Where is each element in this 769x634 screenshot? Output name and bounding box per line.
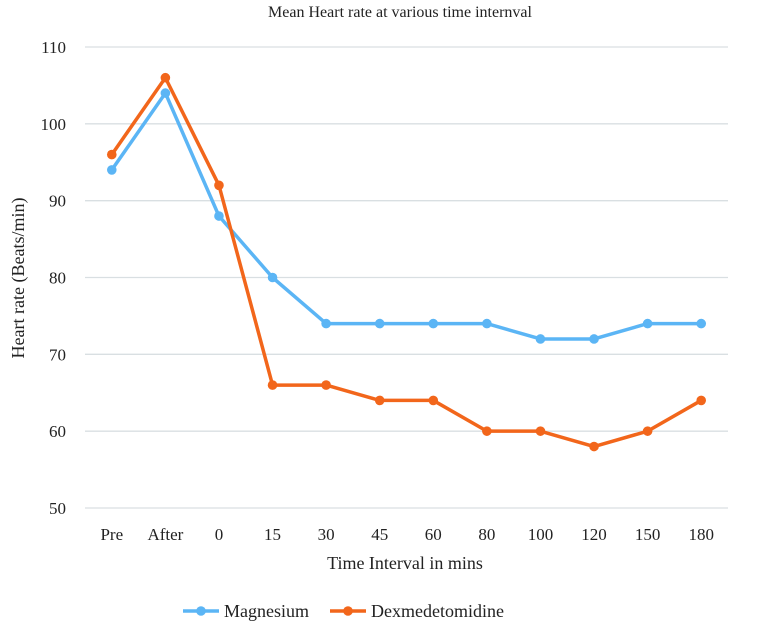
data-point bbox=[696, 318, 707, 329]
data-point bbox=[321, 318, 331, 329]
legend-marker bbox=[196, 606, 206, 616]
y-tick-label: 60 bbox=[49, 422, 66, 441]
x-tick-label: 0 bbox=[215, 525, 224, 544]
data-point bbox=[482, 426, 492, 436]
legend-label: Magnesium bbox=[224, 601, 309, 621]
x-tick-label: 15 bbox=[264, 525, 281, 544]
series-line bbox=[110, 91, 702, 341]
data-point bbox=[482, 318, 492, 329]
y-tick-label: 50 bbox=[49, 499, 66, 518]
y-tick-label: 90 bbox=[49, 192, 66, 211]
x-tick-label: After bbox=[147, 525, 183, 544]
y-tick-label: 110 bbox=[41, 38, 66, 57]
data-point bbox=[642, 426, 653, 436]
data-point bbox=[589, 334, 599, 344]
data-point bbox=[374, 318, 385, 329]
y-tick-label: 100 bbox=[41, 115, 67, 134]
data-point bbox=[374, 395, 385, 406]
chart-title: Mean Heart rate at various time internva… bbox=[268, 4, 532, 21]
data-point bbox=[535, 426, 546, 436]
data-point bbox=[535, 334, 546, 344]
x-tick-label: 180 bbox=[688, 525, 714, 544]
x-tick-label: 150 bbox=[635, 525, 661, 544]
data-point bbox=[321, 380, 331, 390]
x-axis-label: Time Interval in mins bbox=[327, 553, 483, 573]
data-point bbox=[106, 165, 117, 175]
data-point bbox=[642, 318, 653, 329]
data-point bbox=[267, 380, 278, 390]
legend-item: Magnesium bbox=[183, 601, 309, 621]
data-point bbox=[428, 395, 439, 406]
data-point bbox=[696, 395, 707, 406]
x-tick-label: 80 bbox=[478, 525, 495, 544]
data-point bbox=[106, 149, 117, 160]
data-point bbox=[267, 272, 278, 283]
data-point bbox=[214, 180, 224, 191]
y-tick-label: 70 bbox=[49, 345, 66, 364]
x-tick-label: 120 bbox=[581, 525, 607, 544]
legend-item: Dexmedetomidine bbox=[330, 601, 504, 621]
data-point bbox=[160, 72, 171, 83]
data-point bbox=[428, 318, 439, 329]
x-tick-label: 45 bbox=[371, 525, 388, 544]
series-dexmedetomidine bbox=[106, 72, 707, 452]
legend-marker bbox=[343, 606, 353, 616]
y-axis-label: Heart rate (Beats/min) bbox=[8, 198, 29, 359]
series-line bbox=[110, 75, 703, 449]
data-point bbox=[589, 441, 599, 452]
data-point bbox=[160, 88, 171, 98]
x-tick-label: 30 bbox=[318, 525, 335, 544]
x-tick-label: 100 bbox=[528, 525, 554, 544]
series-magnesium bbox=[106, 88, 707, 344]
y-tick-label: 80 bbox=[49, 269, 66, 288]
data-point bbox=[214, 211, 224, 221]
x-tick-label: Pre bbox=[100, 525, 123, 544]
x-tick-label: 60 bbox=[425, 525, 442, 544]
legend-label: Dexmedetomidine bbox=[371, 601, 504, 621]
